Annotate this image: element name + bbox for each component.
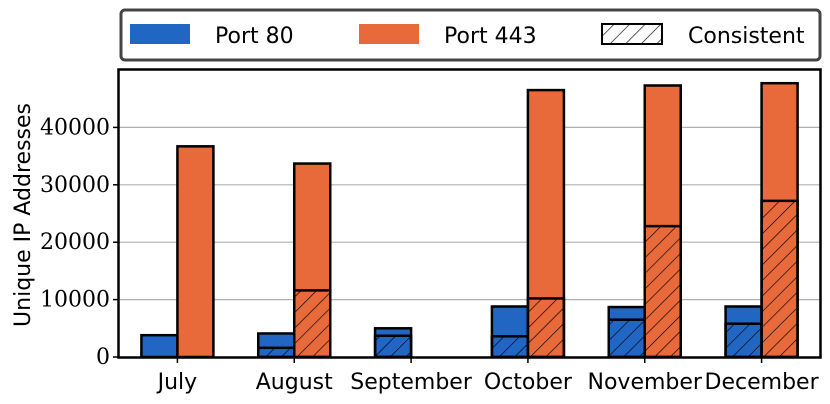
y-tick-label: 20000 (40, 230, 110, 255)
plot-frame (117, 68, 822, 359)
legend-label-port-443: Port 443 (444, 24, 537, 49)
x-category-label: December (705, 370, 820, 395)
legend-swatch-consistent-hatch (601, 23, 663, 45)
bar-consistent-port-443 (760, 199, 799, 359)
bar-port-80 (140, 333, 179, 359)
y-ticks: 0 10000 20000 30000 40000 (40, 115, 119, 370)
legend-frame (119, 8, 822, 62)
y-tick-label: 30000 (40, 173, 110, 198)
legend-label-port-80: Port 80 (215, 24, 294, 49)
y-tick-label: 0 (96, 345, 110, 370)
x-category-label: August (256, 370, 333, 395)
grid (119, 126, 820, 301)
x-categories: July August September October November Decemb… (156, 357, 820, 395)
bar-consistent-port-80 (490, 335, 530, 359)
y-tick-label: 10000 (40, 288, 110, 313)
bar-consistent-port-80 (257, 346, 296, 359)
bar-consistent-port-443 (293, 289, 332, 359)
bar-consistent-port-443 (643, 224, 682, 359)
legend-label-consistent: Consistent (688, 24, 805, 49)
legend-swatch-port-443 (359, 24, 419, 44)
x-category-label: November (588, 370, 703, 395)
bar-consistent-port-80 (373, 334, 413, 359)
bar-consistent-port-80 (724, 322, 763, 359)
x-category-label: October (484, 370, 573, 395)
bar-consistent-port-443 (526, 297, 566, 359)
x-category-label: September (350, 370, 473, 395)
x-category-label: July (156, 370, 198, 395)
y-tick-label: 40000 (40, 115, 110, 140)
bars (140, 81, 799, 359)
y-axis-title: Unique IP Addresses (11, 103, 36, 327)
bar-port-443 (176, 145, 215, 359)
bar-consistent-port-80 (607, 318, 646, 359)
legend: Port 80 Port 443 Consistent (119, 8, 822, 62)
legend-swatch-port-80 (130, 24, 190, 44)
